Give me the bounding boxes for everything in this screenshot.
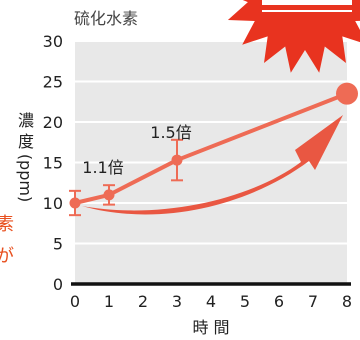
x-tick-label: 5 <box>240 292 250 311</box>
data-point <box>103 189 115 201</box>
y-axis-label: 濃 <box>18 111 34 130</box>
y-axis-label: 度 <box>18 132 34 151</box>
data-point <box>69 197 81 209</box>
badge-stripe <box>262 0 352 5</box>
y-tick-label: 30 <box>43 32 63 51</box>
badge-stripe <box>262 10 352 12</box>
x-tick-label: 1 <box>104 292 114 311</box>
x-tick-label: 6 <box>274 292 284 311</box>
side-text-fragment: 素 <box>0 214 14 235</box>
y-tick-label: 25 <box>43 73 63 92</box>
data-point <box>171 154 183 166</box>
starburst-badge <box>227 0 360 73</box>
y-tick-label: 10 <box>43 194 63 213</box>
x-tick-label: 0 <box>70 292 80 311</box>
x-tick-label: 4 <box>206 292 216 311</box>
x-tick-label: 7 <box>308 292 318 311</box>
data-point-end <box>336 82 358 105</box>
chart-title: 硫化水素 <box>74 9 138 28</box>
x-tick-label: 8 <box>342 292 352 311</box>
series-line <box>74 91 348 205</box>
side-text-fragment: が <box>0 246 14 267</box>
x-axis-label: 時 間 <box>192 318 229 337</box>
y-tick-label: 5 <box>53 235 63 254</box>
y-tick-label: 15 <box>43 154 63 173</box>
y-tick-label: 0 <box>53 275 63 294</box>
annotation-label: 1.1倍 <box>82 158 123 177</box>
x-tick-label: 3 <box>172 292 182 311</box>
x-tick-label: 2 <box>138 292 148 311</box>
y-axis-unit: (ppm) <box>16 154 35 202</box>
y-tick-label: 20 <box>43 113 63 132</box>
annotation-label: 1.5倍 <box>150 123 191 142</box>
